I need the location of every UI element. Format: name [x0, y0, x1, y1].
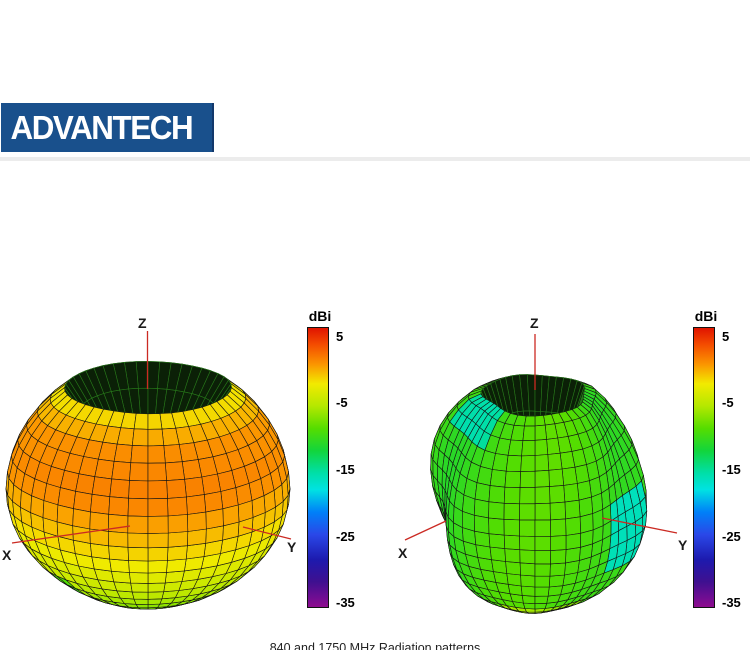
colorbar-tick: 5	[722, 329, 730, 344]
colorbar-right: dBi 5 -5 -15 -25 -35	[693, 308, 750, 623]
header-divider	[0, 157, 750, 161]
left-plot-y-axis-label: Y	[287, 539, 297, 555]
advantech-logo: ADVANTECH	[1, 103, 214, 152]
colorbar-tick: -5	[336, 395, 348, 410]
colorbar-tick: -15	[722, 462, 741, 477]
advantech-logo-text: ADVANTECH	[10, 108, 194, 146]
left-plot-axis-lines	[11, 331, 292, 544]
radiation-pattern-840mhz-surface	[5, 361, 291, 610]
right-plot-x-axis-label: X	[398, 545, 408, 561]
colorbar-tick: -15	[336, 462, 355, 477]
colorbar-tick: 5	[336, 329, 344, 344]
colorbar-tick: -25	[336, 529, 355, 544]
left-plot-x-axis-label: X	[2, 547, 12, 563]
figure-caption: 840 and 1750 MHz Radiation patterns	[269, 641, 481, 650]
colorbar-tick: -25	[722, 529, 741, 544]
left-plot-z-axis-label: Z	[138, 315, 147, 331]
right-plot-z-axis-label: Z	[530, 315, 539, 331]
colorbar-right-title: dBi	[694, 308, 718, 324]
colorbar-left-gradient	[307, 327, 329, 608]
colorbar-left-title: dBi	[308, 308, 332, 324]
colorbar-tick: -5	[722, 395, 734, 410]
right-plot-y-axis-label: Y	[678, 537, 688, 553]
colorbar-tick: -35	[336, 595, 355, 610]
colorbar-left: dBi 5 -5 -15 -25 -35	[307, 308, 367, 623]
right-plot-axis-lines	[404, 334, 678, 541]
radiation-pattern-1750mhz-surface	[430, 374, 648, 614]
colorbar-right-gradient	[693, 327, 715, 608]
colorbar-tick: -35	[722, 595, 741, 610]
